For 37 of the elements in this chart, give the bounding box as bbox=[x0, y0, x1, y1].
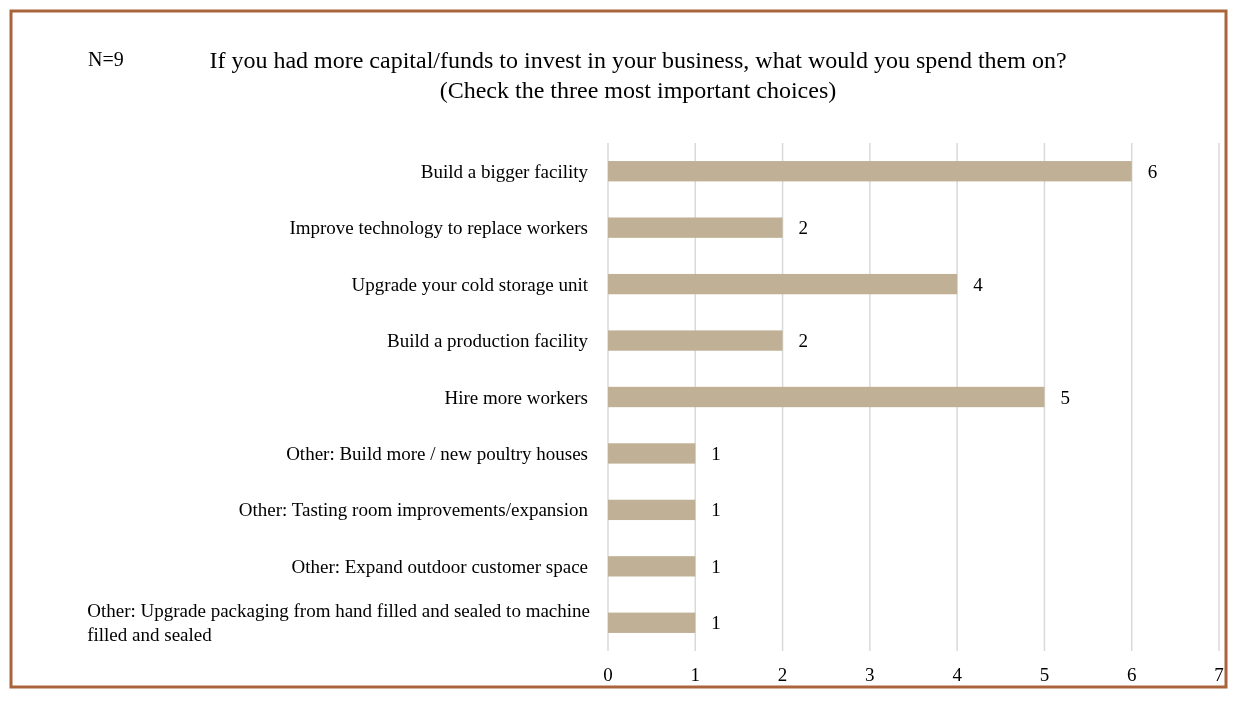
y-tick-label: Build a bigger facility bbox=[420, 160, 589, 182]
bar bbox=[608, 443, 696, 464]
data-label: 6 bbox=[1147, 160, 1158, 182]
data-label: 1 bbox=[711, 499, 721, 521]
text: N=9 bbox=[88, 48, 124, 70]
bar bbox=[608, 273, 958, 295]
data-label: 4 bbox=[973, 273, 984, 295]
bar bbox=[608, 161, 1132, 182]
x-tick-label: 6 bbox=[1126, 664, 1137, 685]
bar bbox=[608, 386, 1045, 408]
data-label: 2 bbox=[798, 217, 809, 239]
y-tick-label: Hire more workers bbox=[444, 386, 588, 408]
data-label: 1 bbox=[711, 555, 721, 577]
y-tick-label: Other: Tasting room improvements/expansion bbox=[238, 499, 589, 521]
bar bbox=[608, 612, 696, 633]
y-tick-label: Upgrade your cold storage unit bbox=[351, 273, 589, 295]
x-tick-label: 5 bbox=[1039, 664, 1050, 685]
bar bbox=[608, 330, 783, 351]
bar bbox=[608, 217, 783, 238]
data-label: 2 bbox=[798, 330, 809, 352]
x-tick-label: 3 bbox=[865, 664, 875, 685]
x-tick-label: 2 bbox=[777, 664, 788, 685]
x-tick-label: 1 bbox=[690, 664, 701, 685]
y-tick-label: Other: Build more / new poultry houses bbox=[286, 442, 588, 464]
x-tick-label: 4 bbox=[952, 664, 963, 685]
chart-title: If you had more capital/funds to invest in your business, what would you spend them on? (Check the three most important choices) bbox=[209, 47, 1067, 103]
bar bbox=[608, 499, 696, 521]
bar bbox=[608, 556, 696, 577]
data-label: 5 bbox=[1060, 386, 1070, 408]
data-label: 1 bbox=[711, 612, 721, 634]
x-tick-label: 7 bbox=[1214, 664, 1224, 685]
y-tick-label: Other: Expand outdoor customer space bbox=[291, 555, 588, 577]
y-tick-label: Build a production facility bbox=[386, 330, 589, 352]
data-label: 1 bbox=[711, 442, 721, 464]
y-tick-label: Other: Upgrade packaging from hand filled and sealed to machine filled and sealed bbox=[87, 600, 591, 646]
x-tick-label: 0 bbox=[603, 664, 613, 685]
y-tick-label: Improve technology to replace workers bbox=[289, 217, 588, 239]
